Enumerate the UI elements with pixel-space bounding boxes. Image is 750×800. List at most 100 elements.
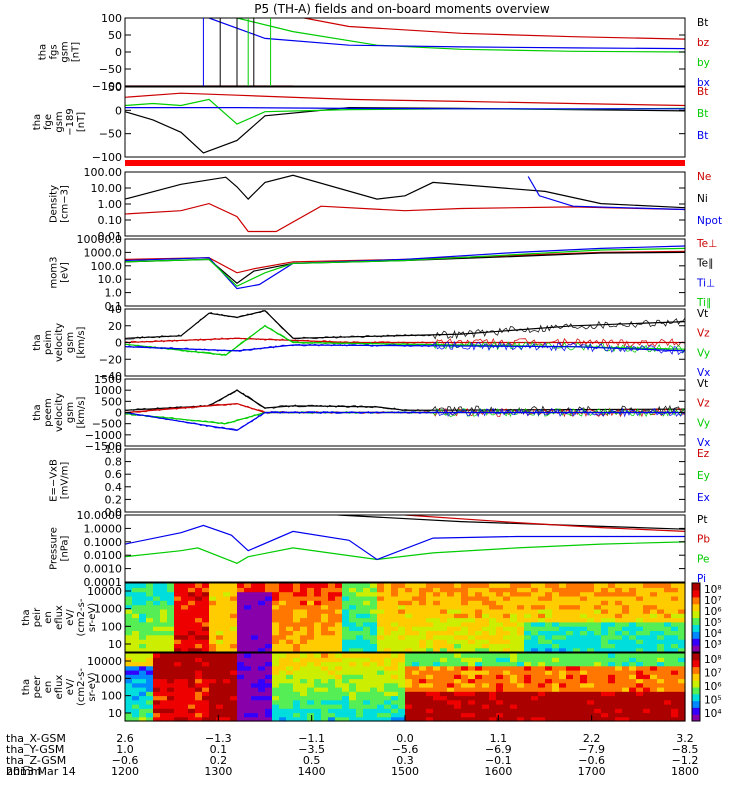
heatmap-cell: [650, 604, 658, 610]
series-Pe-line: [125, 541, 685, 564]
heatmap-cell: [125, 657, 133, 663]
heatmap-cell: [426, 626, 434, 631]
heatmap-cell: [384, 583, 392, 588]
heatmap-cell: [573, 621, 581, 627]
heatmap-cell: [139, 591, 147, 597]
heatmap-cell: [552, 712, 560, 718]
series-Vy-noise: [125, 324, 685, 357]
heatmap-cell: [447, 613, 455, 619]
heatmap-cell: [293, 608, 301, 614]
heatmap-cell: [209, 630, 217, 636]
heatmap-cell: [552, 626, 560, 631]
heatmap-cell: [545, 591, 553, 597]
heatmap-cell: [230, 712, 238, 718]
heatmap-cell: [342, 716, 350, 722]
heatmap-cell: [146, 626, 154, 631]
heatmap-cell: [552, 657, 560, 663]
heatmap-cell: [496, 661, 504, 667]
heatmap-cell: [573, 600, 581, 606]
heatmap-cell: [251, 639, 259, 644]
heatmap-cell: [363, 716, 371, 722]
heatmap-cell: [146, 691, 154, 697]
heatmap-cell: [664, 613, 672, 619]
heatmap-cell: [251, 682, 259, 688]
heatmap-cell: [412, 682, 420, 688]
heatmap-cell: [566, 608, 574, 614]
heatmap-cell: [559, 630, 567, 636]
heatmap-cell: [552, 704, 560, 709]
heatmap-cell: [398, 587, 406, 593]
heatmap-cell: [321, 617, 329, 623]
heatmap-cell: [314, 665, 322, 671]
heatmap-cell: [426, 595, 434, 601]
heatmap-cell: [384, 665, 392, 671]
heatmap-cell: [594, 600, 602, 606]
heatmap-cell: [279, 604, 287, 610]
heatmap-cell: [279, 708, 287, 714]
heatmap-cell: [629, 678, 637, 684]
heatmap-cell: [209, 595, 217, 601]
heatmap-cell: [678, 653, 686, 658]
heatmap-cell: [454, 643, 462, 649]
heatmap-cell: [188, 595, 196, 601]
heatmap-cell: [335, 608, 343, 614]
heatmap-cell: [230, 716, 238, 722]
heatmap-cell: [237, 613, 245, 619]
heatmap-cell: [538, 665, 546, 671]
heatmap-cell: [251, 634, 259, 640]
heatmap-cell: [601, 695, 609, 701]
heatmap-cell: [412, 699, 420, 705]
heatmap-cell: [601, 708, 609, 714]
heatmap-cell: [377, 699, 385, 705]
panel-frame: [124, 448, 686, 513]
heatmap-cell: [188, 653, 196, 658]
heatmap-cell: [496, 708, 504, 714]
y-label-line: en: [43, 611, 54, 624]
heatmap-cell: [587, 639, 595, 644]
heatmap-cell: [580, 626, 588, 631]
heatmap-cell: [125, 716, 133, 722]
heatmap-cell: [678, 670, 686, 675]
heatmap-cell: [496, 630, 504, 636]
heatmap-cell: [678, 643, 686, 649]
heatmap-cell: [335, 630, 343, 636]
heatmap-cell: [384, 595, 392, 601]
heatmap-cell: [643, 691, 651, 697]
heatmap-cell: [608, 639, 616, 644]
y-tick-label: 100: [101, 620, 122, 633]
heatmap-cell: [300, 591, 308, 597]
heatmap-cell: [132, 608, 140, 614]
heatmap-cell: [223, 661, 231, 667]
heatmap-cell: [524, 639, 532, 644]
heatmap-cell: [153, 587, 161, 593]
heatmap-cell: [678, 600, 686, 606]
heatmap-cell: [132, 626, 140, 631]
heatmap-cell: [482, 626, 490, 631]
heatmap-cell: [650, 708, 658, 714]
heatmap-cell: [153, 695, 161, 701]
heatmap-cell: [307, 634, 315, 640]
heatmap-cell: [363, 613, 371, 619]
heatmap-cell: [230, 691, 238, 697]
heatmap-cell: [223, 657, 231, 663]
heatmap-cell: [671, 716, 679, 722]
legend-Ey: Ey: [697, 470, 710, 482]
heatmap-cell: [538, 695, 546, 701]
x-row-value: −0.6: [578, 754, 605, 767]
heatmap-cell: [475, 708, 483, 714]
heatmap-cell: [181, 699, 189, 705]
heatmap-cell: [601, 704, 609, 709]
heatmap-cell: [559, 708, 567, 714]
heatmap-cell: [538, 687, 546, 692]
heatmap-cell: [321, 678, 329, 684]
heatmap-cell: [419, 682, 427, 688]
heatmap-cell: [223, 591, 231, 597]
heatmap-cell: [587, 716, 595, 722]
heatmap-cell: [139, 716, 147, 722]
heatmap-cell: [356, 665, 364, 671]
heatmap-cell: [251, 708, 259, 714]
heatmap-cell: [566, 704, 574, 709]
heatmap-cell: [538, 608, 546, 614]
heatmap-cell: [524, 621, 532, 627]
heatmap-cell: [475, 587, 483, 593]
